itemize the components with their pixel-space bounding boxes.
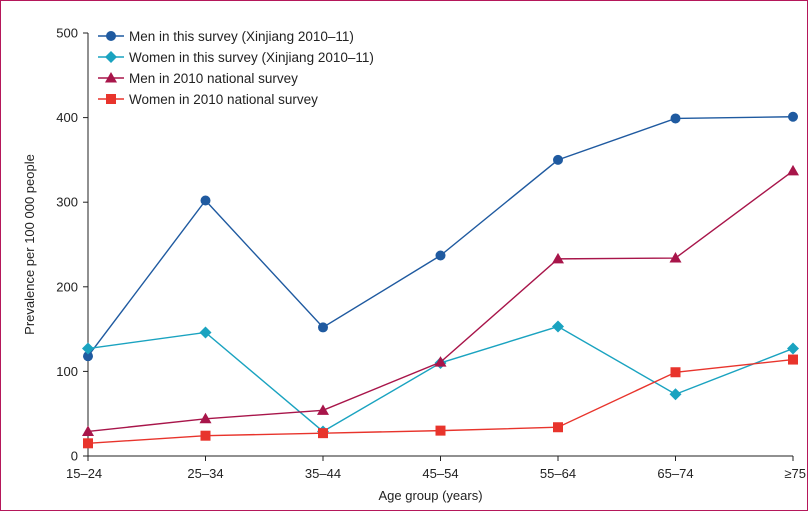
- legend-item: Men in this survey (Xinjiang 2010–11): [98, 29, 354, 44]
- y-tick-label: 300: [56, 195, 78, 210]
- data-point: [200, 430, 211, 441]
- data-point: [82, 342, 94, 355]
- y-tick-label: 0: [71, 449, 78, 464]
- legend-swatch-marker: [105, 72, 117, 83]
- data-point: [83, 438, 93, 449]
- y-tick-label: 400: [56, 110, 78, 125]
- legend-label: Men in 2010 national survey: [129, 71, 298, 86]
- axes: 0 100 200 300 400 500 15–24 25–34 35–44 45–54 55–…: [56, 26, 806, 482]
- data-point: [788, 354, 798, 365]
- data-point: [552, 320, 564, 333]
- data-point: [435, 250, 446, 261]
- series-line: [87, 170, 794, 433]
- data-point: [83, 351, 93, 362]
- legend-label: Men in this survey (Xinjiang 2010–11): [129, 29, 354, 44]
- series-3: [82, 164, 799, 436]
- data-point: [669, 388, 682, 401]
- data-point: [317, 404, 329, 415]
- data-point: [787, 342, 799, 355]
- legend-swatch-marker: [105, 51, 117, 63]
- data-point: [787, 164, 799, 176]
- legend: Men in this survey (Xinjiang 2010–11) Wom…: [98, 29, 374, 107]
- data-point: [318, 428, 328, 439]
- x-tick-label: 25–34: [187, 466, 223, 481]
- y-axis-title: Prevalence per 100 000 people: [22, 154, 37, 335]
- legend-item: Women in this survey (Xinjiang 2010–11): [98, 50, 374, 65]
- data-point: [552, 252, 564, 264]
- legend-label: Women in 2010 national survey: [129, 92, 318, 107]
- y-tick-label: 100: [56, 364, 78, 379]
- x-axis-title: Age group (years): [378, 488, 482, 503]
- series-1: [83, 111, 798, 362]
- y-tick-label: 200: [56, 279, 78, 294]
- legend-swatch-marker: [106, 31, 116, 41]
- x-axis-ticks: 15–24 25–34 35–44 45–54 55–64 65–74 ≥75: [66, 456, 806, 481]
- data-point: [199, 326, 212, 339]
- data-point: [670, 367, 681, 378]
- series-4: [83, 354, 798, 449]
- data-point: [199, 412, 212, 424]
- x-tick-label: 35–44: [305, 466, 341, 481]
- x-tick-label: 15–24: [66, 466, 102, 481]
- data-point: [200, 195, 211, 206]
- legend-label: Women in this survey (Xinjiang 2010–11): [129, 50, 374, 65]
- x-tick-label: ≥75: [784, 466, 806, 481]
- series-line: [87, 116, 794, 357]
- legend-item: Men in 2010 national survey: [98, 71, 298, 86]
- x-tick-label: 65–74: [657, 466, 693, 481]
- data-point: [434, 356, 447, 367]
- series-line: [87, 325, 794, 433]
- data-point: [669, 252, 682, 263]
- data-point: [82, 425, 94, 436]
- x-tick-label: 55–64: [540, 466, 576, 481]
- y-axis-ticks: 0 100 200 300 400 500: [56, 26, 88, 464]
- data-point: [788, 111, 798, 122]
- data-point: [553, 422, 563, 433]
- legend-item: Women in 2010 national survey: [98, 92, 318, 107]
- x-tick-label: 45–54: [422, 466, 458, 481]
- data-point: [318, 322, 328, 333]
- data-point: [435, 425, 446, 436]
- data-point: [553, 154, 563, 165]
- y-tick-label: 500: [56, 26, 78, 41]
- data-point: [670, 113, 681, 124]
- legend-swatch-marker: [106, 94, 116, 104]
- series-layer: [82, 111, 799, 449]
